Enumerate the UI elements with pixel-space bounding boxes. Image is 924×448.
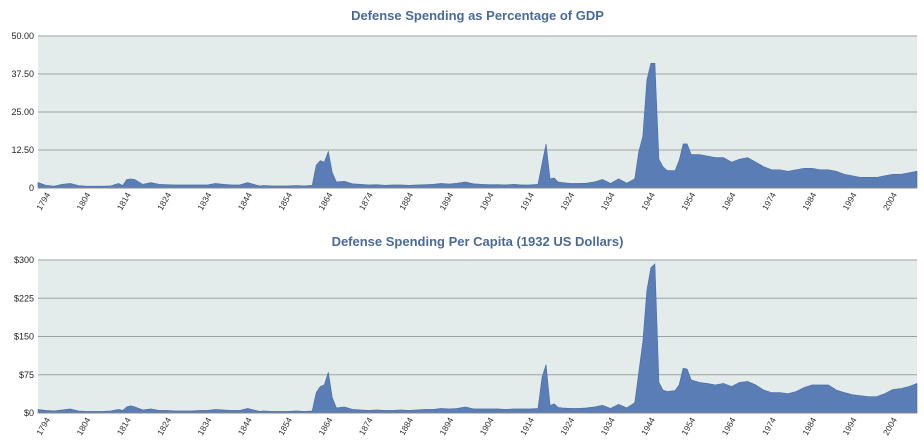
x-tick-label: 1934 bbox=[599, 415, 617, 437]
x-tick-label: 1874 bbox=[357, 415, 375, 437]
x-tick-label: 1904 bbox=[478, 415, 496, 437]
x-tick-label: 1874 bbox=[357, 190, 375, 212]
chart-1: 0 12.50 25.00 37.50 50.00 1794 1804 1814 1824 183… bbox=[11, 8, 918, 212]
x-tick-label: 1954 bbox=[679, 415, 697, 437]
x-tick-label: 1864 bbox=[316, 190, 334, 212]
x-tick-label: 1884 bbox=[397, 190, 415, 212]
x-tick-label: 1794 bbox=[34, 190, 52, 212]
x-tick-label: 1924 bbox=[558, 190, 576, 212]
x-tick-label: 1984 bbox=[800, 190, 818, 212]
x-tick-label: 1814 bbox=[115, 190, 133, 212]
area-series bbox=[37, 63, 918, 189]
x-tick-label: 1944 bbox=[639, 415, 657, 437]
y-tick-label: 50.00 bbox=[11, 31, 34, 41]
x-tick-label: 1914 bbox=[518, 415, 536, 437]
x-tick-label: 1864 bbox=[316, 415, 334, 437]
y-tick-label: 37.50 bbox=[11, 69, 34, 79]
x-tick-label: 1924 bbox=[558, 415, 576, 437]
x-tick-label: 1854 bbox=[276, 190, 294, 212]
x-tick-label: 1994 bbox=[841, 190, 859, 212]
y-tick-label: $75 bbox=[19, 370, 34, 380]
x-tick-label: 1954 bbox=[679, 190, 697, 212]
x-tick-label: 1964 bbox=[720, 415, 738, 437]
area-series bbox=[37, 263, 918, 414]
x-tick-label: 1894 bbox=[437, 190, 455, 212]
y-tick-label: 12.50 bbox=[11, 145, 34, 155]
x-tick-label: 1804 bbox=[74, 415, 92, 437]
y-tick-label: $225 bbox=[14, 293, 34, 303]
x-tick-label: 1974 bbox=[760, 415, 778, 437]
chart-title: Defense Spending Per Capita (1932 US Dol… bbox=[332, 234, 624, 249]
x-tick-label: 1834 bbox=[195, 415, 213, 437]
chart-2: $0 $75 $150 $225 $300 1794 1804 1814 1824 1834 184… bbox=[14, 234, 918, 437]
x-tick-label: 1934 bbox=[599, 190, 617, 212]
x-tick-label: 1994 bbox=[841, 415, 859, 437]
x-tick-label: 2004 bbox=[881, 190, 899, 212]
y-tick-label: $150 bbox=[14, 332, 34, 342]
x-tick-label: 1944 bbox=[639, 190, 657, 212]
x-tick-label: 1984 bbox=[800, 415, 818, 437]
x-tick-label: 1904 bbox=[478, 190, 496, 212]
x-tick-label: 1834 bbox=[195, 190, 213, 212]
x-tick-label: 1844 bbox=[236, 190, 254, 212]
y-tick-label: 25.00 bbox=[11, 107, 34, 117]
chart-title: Defense Spending as Percentage of GDP bbox=[351, 8, 604, 23]
x-tick-label: 1854 bbox=[276, 415, 294, 437]
y-tick-label: 0 bbox=[29, 183, 34, 193]
x-tick-label: 1964 bbox=[720, 190, 738, 212]
x-tick-label: 1974 bbox=[760, 190, 778, 212]
x-tick-label: 1804 bbox=[74, 190, 92, 212]
x-tick-label: 1894 bbox=[437, 415, 455, 437]
x-tick-label: 2004 bbox=[881, 415, 899, 437]
x-tick-label: 1794 bbox=[34, 415, 52, 437]
x-tick-label: 1814 bbox=[115, 415, 133, 437]
x-tick-label: 1884 bbox=[397, 415, 415, 437]
y-tick-label: $300 bbox=[14, 255, 34, 265]
y-tick-label: $0 bbox=[24, 408, 34, 418]
x-tick-label: 1824 bbox=[155, 190, 173, 212]
x-tick-label: 1844 bbox=[236, 415, 254, 437]
x-tick-label: 1824 bbox=[155, 415, 173, 437]
x-tick-label: 1914 bbox=[518, 190, 536, 212]
